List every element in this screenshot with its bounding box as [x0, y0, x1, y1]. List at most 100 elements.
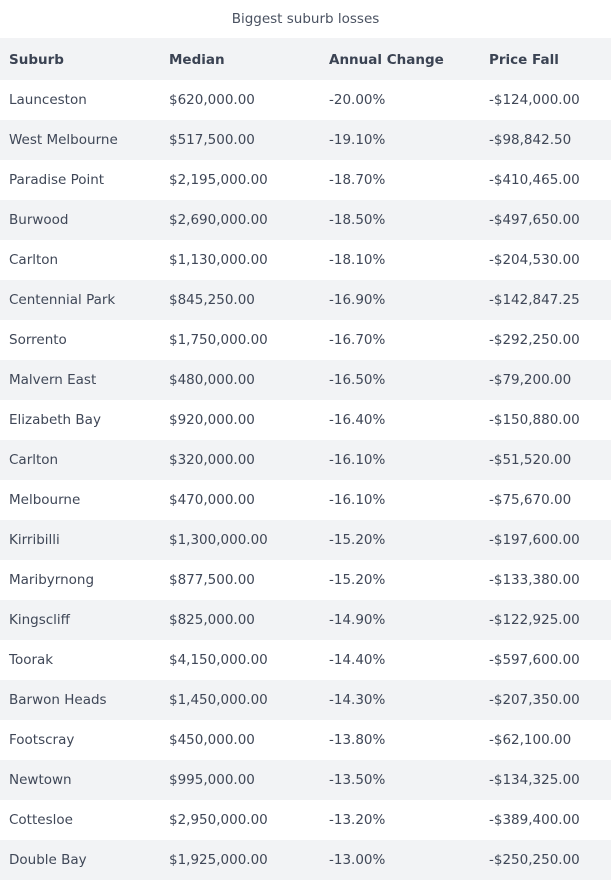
cell-annual-change: -14.40% [329, 652, 386, 668]
header-row: Suburb Median Annual Change Price Fall [0, 38, 611, 80]
cell-price-fall: -$197,600.00 [489, 532, 580, 548]
cell-price-fall: -$133,380.00 [489, 572, 580, 588]
cell-suburb: Newtown [9, 772, 72, 788]
header-suburb: Suburb [9, 52, 64, 68]
cell-price-fall: -$62,100.00 [489, 732, 572, 748]
cell-price-fall: -$292,250.00 [489, 332, 580, 348]
cell-price-fall: -$124,000.00 [489, 92, 580, 108]
cell-annual-change: -16.10% [329, 492, 386, 508]
table-row: Launceston $620,000.00 -20.00% -$124,000.00 [0, 80, 611, 120]
cell-annual-change: -18.50% [329, 212, 386, 228]
cell-suburb: Sorrento [9, 332, 67, 348]
cell-price-fall: -$98,842.50 [489, 132, 572, 148]
cell-median: $470,000.00 [169, 492, 255, 508]
cell-annual-change: -19.10% [329, 132, 386, 148]
cell-price-fall: -$79,200.00 [489, 372, 572, 388]
cell-price-fall: -$410,465.00 [489, 172, 580, 188]
table-row: Carlton $1,130,000.00 -18.10% -$204,530.00 [0, 240, 611, 280]
cell-suburb: Cottesloe [9, 812, 73, 828]
cell-median: $825,000.00 [169, 612, 255, 628]
table-row: Cottesloe $2,950,000.00 -13.20% -$389,400.0… [0, 800, 611, 840]
cell-price-fall: -$597,600.00 [489, 652, 580, 668]
cell-price-fall: -$389,400.00 [489, 812, 580, 828]
header-annual-change: Annual Change [329, 52, 444, 68]
table-row: Maribyrnong $877,500.00 -15.20% -$133,380.0… [0, 560, 611, 600]
cell-median: $4,150,000.00 [169, 652, 268, 668]
table-header: Suburb Median Annual Change Price Fall [0, 38, 611, 80]
table-body: Launceston $620,000.00 -20.00% -$124,000.00… [0, 80, 611, 880]
cell-suburb: Toorak [9, 652, 54, 668]
table-row: Paradise Point $2,195,000.00 -18.70% -$410,… [0, 160, 611, 200]
cell-annual-change: -16.70% [329, 332, 386, 348]
cell-suburb: Footscray [9, 732, 75, 748]
cell-suburb: Malvern East [9, 372, 97, 388]
cell-suburb: Carlton [9, 452, 59, 468]
cell-suburb: Maribyrnong [9, 572, 95, 588]
table-row: Barwon Heads $1,450,000.00 -14.30% -$207,35… [0, 680, 611, 720]
cell-median: $995,000.00 [169, 772, 255, 788]
cell-annual-change: -14.30% [329, 692, 386, 708]
cell-annual-change: -13.80% [329, 732, 386, 748]
cell-annual-change: -18.10% [329, 252, 386, 268]
table-row: Kingscliff $825,000.00 -14.90% -$122,925.00 [0, 600, 611, 640]
cell-median: $450,000.00 [169, 732, 255, 748]
cell-suburb: Launceston [9, 92, 87, 108]
cell-annual-change: -13.20% [329, 812, 386, 828]
cell-annual-change: -13.00% [329, 852, 386, 868]
cell-suburb: Barwon Heads [9, 692, 107, 708]
cell-suburb: Kirribilli [9, 532, 60, 548]
table-row: Sorrento $1,750,000.00 -16.70% -$292,250.00 [0, 320, 611, 360]
table-row: Toorak $4,150,000.00 -14.40% -$597,600.00 [0, 640, 611, 680]
cell-median: $1,925,000.00 [169, 852, 268, 868]
cell-median: $1,300,000.00 [169, 532, 268, 548]
cell-suburb: Carlton [9, 252, 59, 268]
cell-annual-change: -16.50% [329, 372, 386, 388]
table-row: Burwood $2,690,000.00 -18.50% -$497,650.00 [0, 200, 611, 240]
table-row: Malvern East $480,000.00 -16.50% -$79,200.0… [0, 360, 611, 400]
suburb-losses-table: Suburb Median Annual Change Price Fall L… [0, 38, 611, 880]
cell-median: $620,000.00 [169, 92, 255, 108]
cell-price-fall: -$142,847.25 [489, 292, 580, 308]
table-row: Centennial Park $845,250.00 -16.90% -$142,8… [0, 280, 611, 320]
table-caption: Biggest suburb losses [231, 11, 380, 27]
cell-median: $2,195,000.00 [169, 172, 268, 188]
cell-annual-change: -20.00% [329, 92, 386, 108]
cell-price-fall: -$122,925.00 [489, 612, 580, 628]
cell-annual-change: -16.90% [329, 292, 386, 308]
cell-suburb: Melbourne [9, 492, 81, 508]
cell-annual-change: -13.50% [329, 772, 386, 788]
table-row: West Melbourne $517,500.00 -19.10% -$98,842… [0, 120, 611, 160]
cell-median: $320,000.00 [169, 452, 255, 468]
cell-suburb: West Melbourne [9, 132, 118, 148]
cell-suburb: Double Bay [9, 852, 87, 868]
cell-median: $920,000.00 [169, 412, 255, 428]
cell-suburb: Paradise Point [9, 172, 105, 188]
cell-annual-change: -18.70% [329, 172, 386, 188]
cell-annual-change: -15.20% [329, 572, 386, 588]
cell-median: $517,500.00 [169, 132, 255, 148]
cell-price-fall: -$134,325.00 [489, 772, 580, 788]
header-median: Median [169, 52, 225, 68]
cell-annual-change: -16.40% [329, 412, 386, 428]
cell-median: $877,500.00 [169, 572, 255, 588]
table-row: Footscray $450,000.00 -13.80% -$62,100.00 [0, 720, 611, 760]
cell-annual-change: -16.10% [329, 452, 386, 468]
cell-price-fall: -$51,520.00 [489, 452, 572, 468]
cell-suburb: Centennial Park [9, 292, 116, 308]
header-price-fall: Price Fall [489, 52, 559, 68]
cell-price-fall: -$150,880.00 [489, 412, 580, 428]
cell-suburb: Elizabeth Bay [9, 412, 101, 428]
cell-price-fall: -$250,250.00 [489, 852, 580, 868]
cell-price-fall: -$497,650.00 [489, 212, 580, 228]
table-row: Newtown $995,000.00 -13.50% -$134,325.00 [0, 760, 611, 800]
table-row: Melbourne $470,000.00 -16.10% -$75,670.00 [0, 480, 611, 520]
table-row: Carlton $320,000.00 -16.10% -$51,520.00 [0, 440, 611, 480]
cell-annual-change: -14.90% [329, 612, 386, 628]
cell-median: $1,750,000.00 [169, 332, 268, 348]
table-row: Kirribilli $1,300,000.00 -15.20% -$197,600.… [0, 520, 611, 560]
cell-median: $845,250.00 [169, 292, 255, 308]
cell-median: $1,450,000.00 [169, 692, 268, 708]
cell-median: $2,690,000.00 [169, 212, 268, 228]
table-row: Double Bay $1,925,000.00 -13.00% -$250,250.… [0, 840, 611, 880]
